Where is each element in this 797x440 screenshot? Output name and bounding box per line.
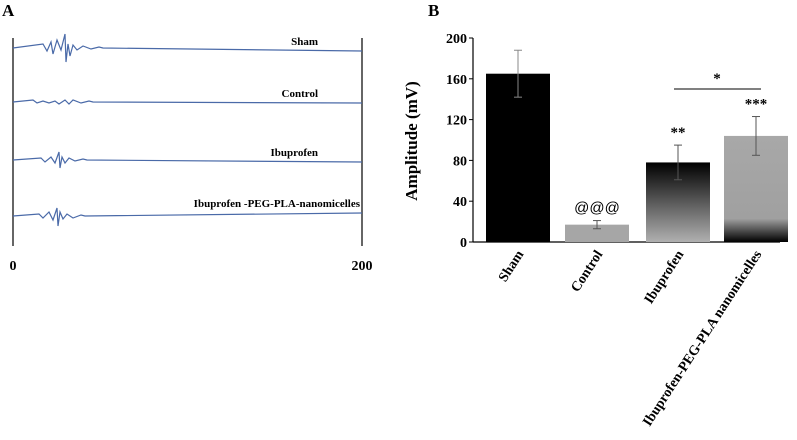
panel-a-x-start: 0: [10, 259, 17, 274]
y-tick-label: 40: [453, 195, 467, 210]
panel-a-letter: A: [2, 1, 15, 20]
panel-b: B Amplitude (mV) 0 40 80 120 160 200 Sham @@@ Co…: [402, 1, 788, 429]
category-label-0: Sham: [496, 248, 527, 285]
panel-a-x-end: 200: [352, 259, 373, 274]
y-tick-label: 120: [446, 114, 467, 129]
y-tick-label: 160: [446, 73, 467, 88]
category-label-1: Control: [568, 248, 606, 295]
trace-label-sham: Sham: [291, 36, 318, 48]
trace-line-0: [12, 33, 363, 63]
significance-label-2: **: [671, 125, 686, 141]
bar-1: [565, 224, 629, 242]
bar-chart: 0 40 80 120 160 200 Sham @@@ Control ** Ibuprofen *…: [446, 32, 788, 429]
category-label-2: Ibuprofen: [642, 248, 688, 307]
trace-line-3: [12, 207, 363, 227]
y-tick-label: 200: [446, 32, 467, 47]
significance-label-1: @@@: [574, 200, 620, 217]
bar-0: [486, 73, 550, 242]
panel-a: A Sham Control Ibuprofen Ibuprofen -PEG-…: [2, 1, 373, 274]
panel-b-letter: B: [428, 1, 439, 20]
y-tick-label: 80: [453, 154, 467, 169]
trace-label-control: Control: [282, 88, 318, 100]
significance-label-3: ***: [745, 97, 768, 113]
trace-line-1: [12, 99, 363, 105]
y-axis-label: Amplitude (mV): [402, 81, 421, 200]
y-tick-label: 0: [460, 236, 467, 251]
trace-line-2: [12, 151, 363, 169]
comparison-label: *: [713, 71, 721, 87]
trace-label-ibuprofen: Ibuprofen: [271, 147, 318, 159]
trace-label-ibuprofen-nanomicelles: Ibuprofen -PEG-PLA-nanomicelles: [194, 198, 361, 210]
